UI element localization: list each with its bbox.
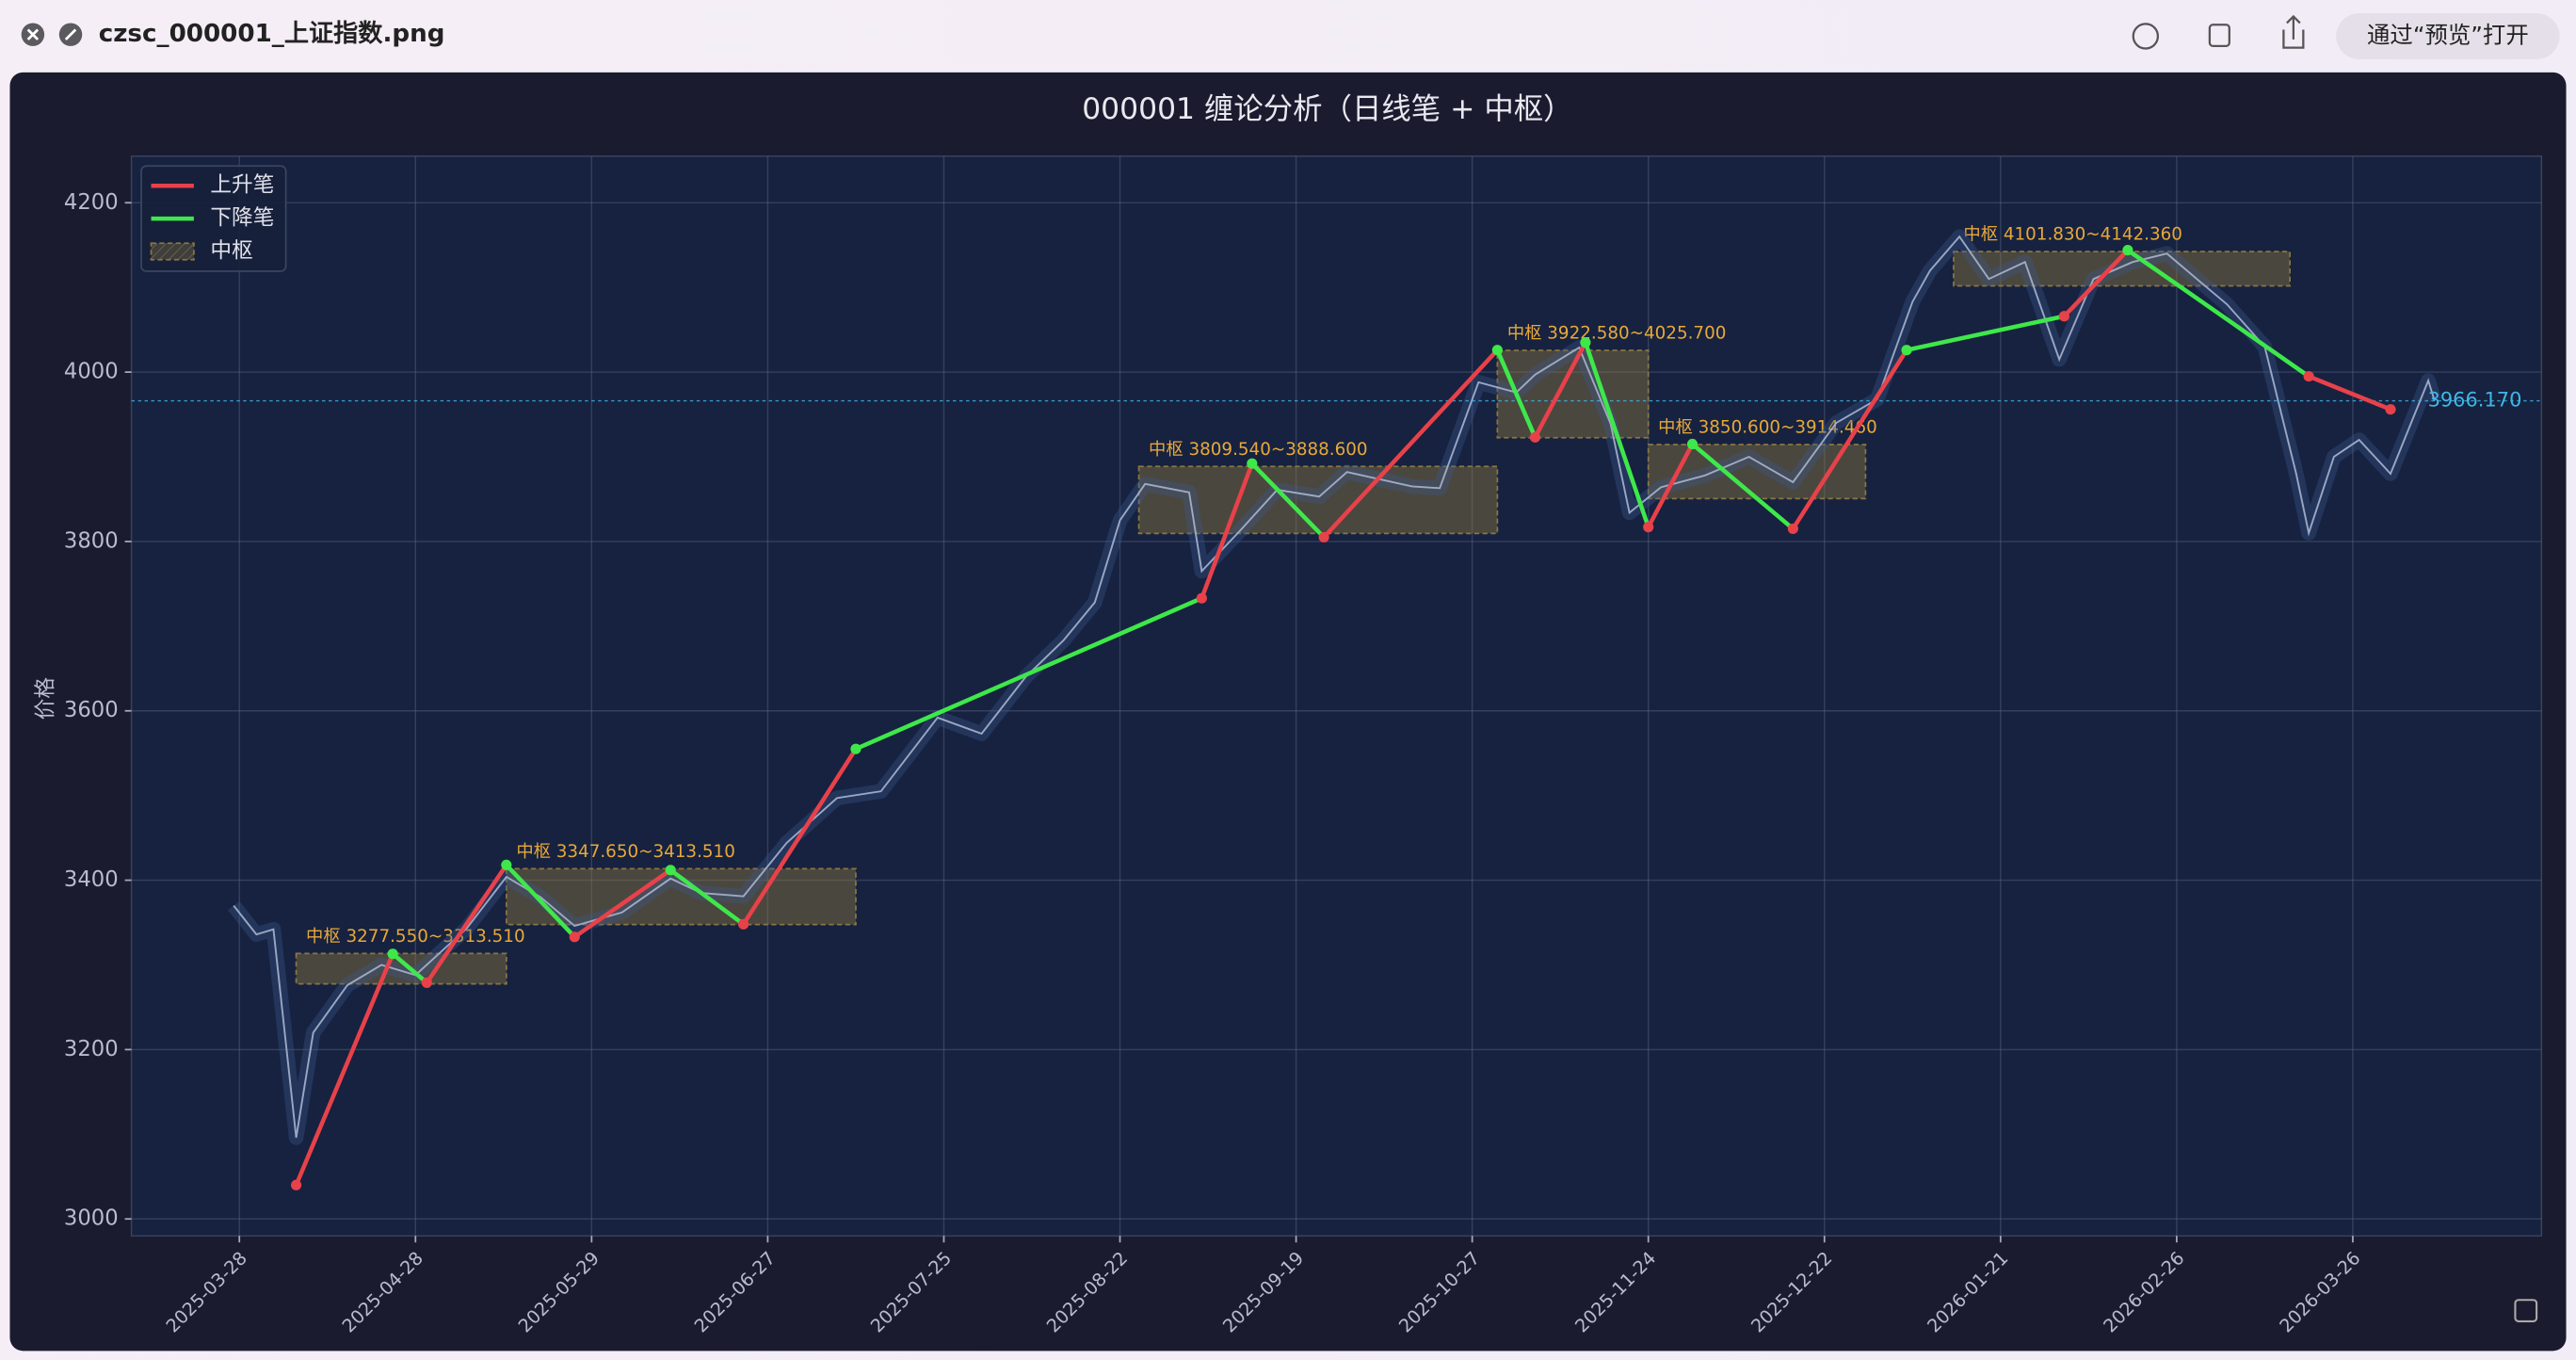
y-tick-label: 4200	[64, 190, 119, 215]
zhongshu-label: 中枢 3277.550~3313.510	[306, 927, 525, 947]
stroke-point	[501, 859, 512, 870]
rotate-button[interactable]	[2208, 24, 2230, 48]
legend-swatch	[150, 242, 195, 261]
zhongshu-box	[1137, 465, 1499, 535]
stroke-point	[1901, 345, 1912, 356]
stroke-point	[665, 865, 676, 876]
stroke-point	[290, 1179, 302, 1190]
stroke-point	[2058, 311, 2069, 322]
window-title: czsc_000001_上证指数.png	[99, 20, 445, 48]
y-tick-label: 3000	[64, 1206, 119, 1231]
y-tick-label: 4000	[64, 360, 119, 384]
stroke-point	[2122, 245, 2133, 256]
stroke-point	[738, 918, 749, 930]
live-text-button[interactable]	[2514, 1299, 2538, 1322]
zhongshu-label: 中枢 4101.830~4142.360	[1963, 225, 2182, 245]
y-tick-label: 3800	[64, 528, 119, 553]
markup-button[interactable]	[2132, 23, 2160, 50]
stroke-point	[1196, 592, 1207, 604]
stroke-point	[1580, 337, 1591, 348]
open-button-label: 通过“预览”打开	[2367, 21, 2529, 48]
fullscreen-icon	[64, 28, 77, 40]
close-icon	[26, 28, 40, 40]
share-button[interactable]	[2282, 14, 2305, 49]
zhongshu-label: 中枢 3850.600~3914.460	[1658, 418, 1877, 438]
plot-area	[130, 155, 2543, 1237]
y-axis-label: 价格	[33, 677, 57, 720]
stroke-line	[294, 248, 2393, 1188]
stroke-point	[1491, 345, 1503, 356]
stroke-point	[421, 977, 432, 988]
legend-label: 上升笔	[210, 173, 274, 198]
stroke-point	[1787, 523, 1798, 535]
legend-label: 中枢	[210, 239, 252, 264]
legend-label: 下降笔	[210, 206, 274, 231]
stroke-point	[1318, 531, 1329, 543]
open-button[interactable]	[2336, 13, 2560, 59]
y-tick-label: 3400	[64, 867, 119, 892]
zhongshu-label: 中枢 3922.580~4025.700	[1507, 324, 1727, 344]
zhongshu-box	[1647, 444, 1867, 500]
stroke-point	[850, 743, 861, 754]
last-price-label: 3966.170	[2428, 389, 2522, 412]
stroke-point	[387, 948, 398, 960]
zhongshu-label: 中枢 3347.650~3413.510	[516, 842, 735, 862]
y-tick-label: 3200	[64, 1037, 119, 1061]
stroke-point	[1529, 431, 1541, 443]
stroke-point	[1247, 458, 1258, 469]
stroke-point	[2303, 371, 2314, 382]
y-tick-label: 3600	[64, 698, 119, 722]
stroke-point	[1643, 522, 1654, 533]
stroke-point	[2385, 404, 2396, 415]
zhongshu-label: 中枢 3809.540~3888.600	[1149, 440, 1368, 460]
stroke-point	[1686, 438, 1699, 450]
stroke-point	[569, 931, 580, 943]
chart-title: 000001 缠论分析（日线笔 + 中枢）	[1082, 92, 1572, 126]
stroke-line	[390, 248, 2311, 985]
